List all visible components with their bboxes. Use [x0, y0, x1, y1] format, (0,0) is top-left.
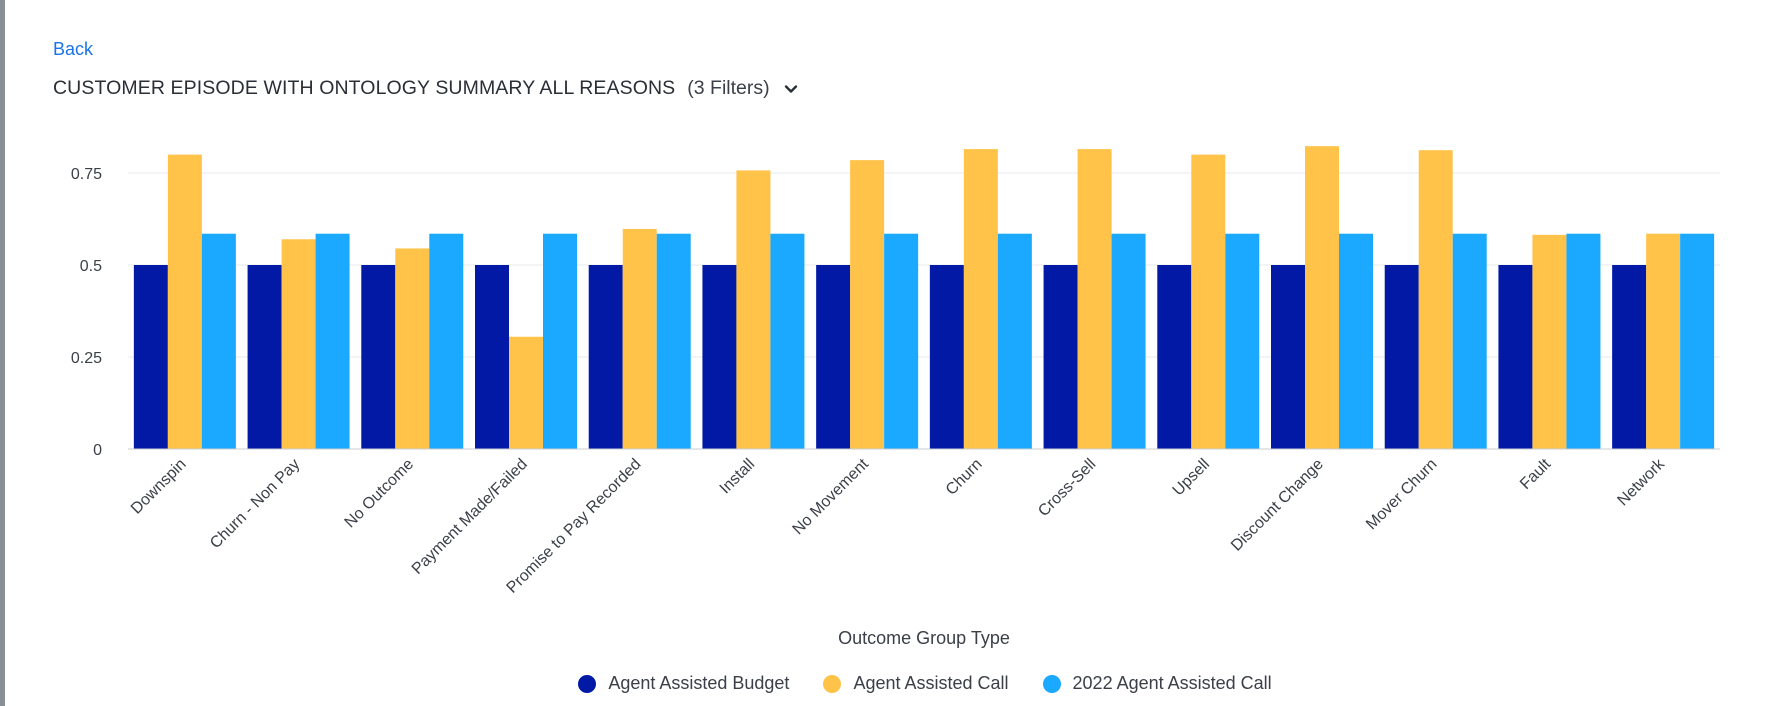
x-category-label: Cross-Sell [1035, 456, 1099, 520]
bar [1680, 233, 1715, 449]
x-category-label: Churn - Non Pay [207, 456, 303, 552]
bar [133, 265, 168, 449]
bar [395, 248, 430, 449]
x-category-label: Churn [943, 456, 986, 499]
x-category-label: Downspin [128, 456, 190, 518]
legend-label: Agent Assisted Budget [608, 673, 790, 693]
legend-item[interactable]: Agent Assisted Budget [578, 673, 789, 694]
legend-swatch-icon [823, 674, 842, 693]
x-category-label: Fault [1517, 455, 1555, 493]
x-category-label: No Movement [790, 455, 873, 538]
bar [167, 154, 202, 449]
x-category-label: Payment Made/Failed [409, 456, 531, 578]
chart-header: CUSTOMER EPISODE WITH ONTOLOGY SUMMARY A… [53, 77, 800, 100]
legend-label: 2022 Agent Assisted Call [1072, 673, 1272, 693]
bar [770, 233, 805, 449]
bar [588, 265, 623, 449]
x-category-label: Network [1614, 455, 1668, 509]
legend-item[interactable]: 2022 Agent Assisted Call [1042, 673, 1272, 694]
filters-count[interactable]: (3 Filters) [687, 77, 770, 99]
x-category-label: Upsell [1170, 456, 1213, 499]
bar [1271, 265, 1305, 449]
bar [1077, 149, 1112, 449]
x-axis-title: Outcome Group Type [838, 628, 1010, 648]
bar [702, 265, 737, 449]
bar [963, 149, 998, 449]
bar [1111, 233, 1146, 449]
bar [816, 265, 851, 449]
y-tick-label: 0.75 [71, 166, 102, 183]
bar [1612, 265, 1647, 449]
bar [1305, 146, 1339, 450]
x-category-label: Mover Churn [1363, 456, 1440, 533]
bar [429, 233, 464, 449]
bar [1452, 233, 1487, 449]
chart-legend: Agent Assisted Budget Agent Assisted Call… [0, 673, 1782, 694]
bar [201, 233, 236, 449]
bar [884, 233, 919, 449]
bar [622, 228, 657, 449]
window-left-edge [0, 0, 5, 706]
bar [1418, 150, 1453, 449]
bar [543, 233, 577, 449]
bar [1157, 265, 1192, 449]
x-category-label: Promise to Pay Recorded [504, 456, 645, 597]
bar [1191, 154, 1226, 449]
back-link[interactable]: Back [53, 39, 94, 59]
chart-title: CUSTOMER EPISODE WITH ONTOLOGY SUMMARY A… [53, 77, 676, 99]
bar [509, 336, 543, 449]
bar [1646, 233, 1681, 449]
bar [1384, 265, 1419, 449]
bar [736, 170, 771, 449]
bar [997, 233, 1032, 449]
bar [475, 265, 509, 449]
chevron-down-icon[interactable] [782, 80, 800, 98]
legend-item[interactable]: Agent Assisted Call [823, 673, 1009, 694]
bar [1532, 234, 1567, 449]
legend-swatch-icon [578, 674, 597, 693]
bar [315, 233, 350, 449]
x-category-label: Discount Change [1228, 456, 1327, 555]
bar [1566, 233, 1601, 449]
bar [1498, 265, 1533, 449]
bar [929, 265, 964, 449]
bar [656, 233, 691, 449]
x-category-label: Install [717, 456, 759, 498]
x-category-label: No Outcome [342, 456, 418, 532]
legend-label: Agent Assisted Call [853, 673, 1009, 693]
bar [361, 265, 396, 449]
legend-swatch-icon [1042, 674, 1061, 693]
bar [1339, 233, 1373, 449]
y-tick-label: 0.5 [80, 258, 102, 275]
y-tick-label: 0.25 [71, 350, 102, 367]
bar [1225, 233, 1260, 449]
bar [247, 265, 282, 449]
y-tick-label: 0 [93, 442, 102, 459]
bar [1043, 265, 1078, 449]
bar [850, 160, 885, 449]
bar [281, 239, 316, 449]
